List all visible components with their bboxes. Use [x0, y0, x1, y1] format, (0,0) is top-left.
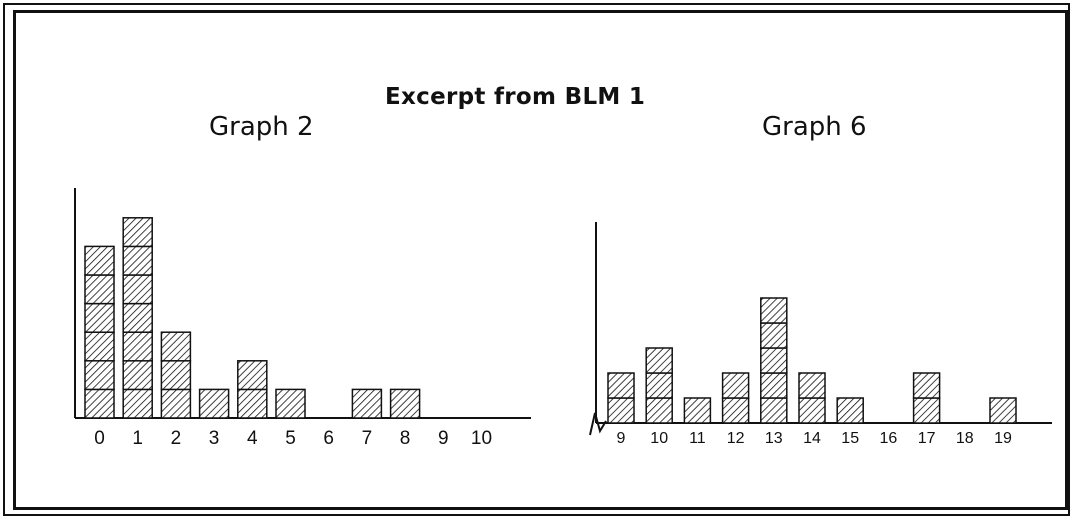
bar-5	[275, 388, 306, 419]
bar-block	[160, 388, 192, 419]
x-tick-label: 11	[689, 430, 706, 447]
bar-block	[912, 372, 941, 399]
bar-block	[721, 397, 750, 424]
inner-frame	[13, 10, 1068, 510]
bar-block	[122, 388, 153, 419]
axis-break-mark	[589, 412, 607, 436]
page-title: Excerpt from BLM 1	[385, 84, 646, 110]
bar-block	[275, 388, 306, 419]
bar-block	[760, 297, 788, 324]
bar-block	[989, 397, 1017, 424]
x-tick-label: 8	[400, 428, 411, 449]
bar-9	[607, 372, 635, 424]
bar-7	[351, 388, 383, 419]
bar-block	[389, 388, 421, 419]
bar-block	[760, 372, 788, 399]
bar-block	[760, 347, 788, 374]
bar-4	[237, 360, 268, 419]
x-tick-label: 3	[209, 428, 220, 449]
bar-block	[122, 274, 153, 305]
x-tick-label: 10	[650, 430, 668, 447]
bar-block	[84, 360, 115, 391]
bar-block	[237, 388, 268, 419]
x-tick-label: 4	[247, 428, 258, 449]
bar-block	[351, 388, 383, 419]
x-tick-label: 2	[171, 428, 182, 449]
bar-block	[607, 372, 635, 399]
bar-0	[84, 245, 115, 419]
bar-14	[798, 372, 826, 424]
graph-6-title: Graph 6	[762, 112, 867, 142]
bar-block	[645, 347, 673, 374]
x-tick-label: 1	[132, 428, 143, 449]
bar-8	[389, 388, 421, 419]
x-tick-label: 14	[803, 430, 821, 447]
x-tick-label: 10	[471, 428, 492, 449]
bar-block	[607, 397, 635, 424]
bar-block	[122, 302, 153, 333]
bar-block	[84, 274, 115, 305]
bar-block	[237, 360, 268, 391]
x-tick-label: 7	[362, 428, 373, 449]
outer-frame	[3, 3, 1070, 516]
bar-19	[989, 397, 1017, 424]
bar-block	[836, 397, 864, 424]
bar-block	[84, 331, 115, 362]
bar-block	[160, 331, 192, 362]
x-tick-label: 5	[285, 428, 296, 449]
bar-10	[645, 347, 673, 424]
x-tick-label: 18	[956, 430, 974, 447]
x-tick-label: 9	[438, 428, 449, 449]
bar-12	[721, 372, 750, 424]
bar-block	[760, 322, 788, 349]
bar-block	[798, 397, 826, 424]
bar-1	[122, 217, 153, 419]
bar-13	[760, 297, 788, 424]
x-tick-label: 6	[323, 428, 334, 449]
bar-15	[836, 397, 864, 424]
bar-block	[122, 245, 153, 276]
x-tick-label: 9	[617, 430, 626, 447]
bar-block	[84, 388, 115, 419]
bar-block	[645, 397, 673, 424]
bar-block	[798, 372, 826, 399]
x-tick-label: 16	[880, 430, 898, 447]
bar-block	[198, 388, 230, 419]
bar-block	[160, 360, 192, 391]
bar-3	[198, 388, 230, 419]
x-tick-label: 0	[94, 428, 105, 449]
bar-block	[84, 245, 115, 276]
bar-block	[645, 372, 673, 399]
graph-6-chart: 9 10 11 12 13 14 15 16 17 18 19	[589, 222, 1052, 447]
bar-2	[160, 331, 192, 419]
bar-block	[760, 397, 788, 424]
bar-block	[721, 372, 750, 399]
bar-11	[683, 397, 712, 424]
graph-2-chart: 0 1 2 3 4 5 6 7 8 9 10	[74, 188, 531, 449]
x-tick-label: 13	[765, 430, 783, 447]
x-tick-label: 12	[727, 430, 745, 447]
bar-block	[122, 360, 153, 391]
bar-block	[122, 331, 153, 362]
graph-2-title: Graph 2	[209, 112, 314, 142]
bar-block	[683, 397, 712, 424]
bar-17	[912, 372, 941, 424]
bar-block	[84, 302, 115, 333]
x-tick-label: 19	[994, 430, 1012, 447]
x-tick-label: 15	[841, 430, 859, 447]
bar-block	[122, 217, 153, 248]
x-tick-label: 17	[918, 430, 936, 447]
bar-block	[912, 397, 941, 424]
